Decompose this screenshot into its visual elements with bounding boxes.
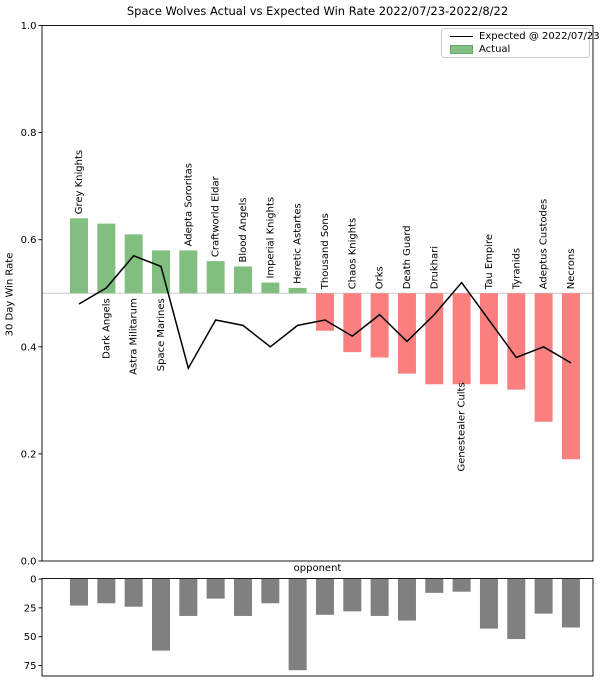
category-label-dark-angels: Dark Angels	[101, 298, 112, 359]
category-label-tyranids: Tyranids	[511, 248, 522, 290]
category-label-blood-angels: Blood Angels	[238, 197, 249, 262]
y-axis-label: 30 Day Win Rate	[4, 252, 16, 337]
category-label-thousand-sons: Thousand Sons	[320, 213, 331, 290]
games-bar-space-marines	[151, 579, 170, 651]
category-label-adepta-sororitas: Adepta Sororitas	[183, 163, 194, 246]
category-label-heretic-astartes: Heretic Astartes	[293, 203, 304, 284]
games-bar-astra-militarum	[124, 579, 143, 607]
main-axes-frame	[41, 25, 594, 562]
games-bar-adeptus-custodes	[534, 579, 553, 614]
actual-bar-tyranids	[507, 293, 526, 390]
category-label-craftworld-eldar: Craftworld Eldar	[211, 175, 222, 257]
games-bar-drukhari	[425, 579, 444, 593]
games-bar-tau-empire	[479, 579, 498, 629]
legend-item-expected: Expected @ 2022/07/23	[442, 30, 600, 43]
games-bar-thousand-sons	[315, 579, 334, 615]
category-label-genestealer-cults: Genestealer Cults	[457, 382, 468, 471]
actual-bar-imperial-knights	[261, 282, 280, 294]
expected-line	[78, 254, 572, 371]
actual-bar-space-marines	[151, 250, 170, 294]
games-bar-grey-knights	[70, 579, 88, 606]
actual-bar-craftworld-eldar	[206, 261, 225, 294]
games-bar-death-guard	[397, 579, 416, 621]
legend-label-actual: Actual	[479, 44, 511, 55]
actual-bar-adeptus-custodes	[534, 293, 553, 422]
actual-bar-adepta-sororitas	[179, 250, 198, 294]
actual-bar-tau-empire	[479, 293, 498, 385]
games-bar-orks	[370, 579, 389, 616]
actual-bar-orks	[370, 293, 389, 358]
actual-bar-astra-militarum	[124, 234, 143, 294]
games-bar-necrons	[561, 579, 580, 628]
category-label-chaos-knights: Chaos Knights	[347, 218, 358, 289]
actual-bar-genestealer-cults	[452, 293, 471, 385]
games-bar-chaos-knights	[343, 579, 362, 612]
actual-bar-drukhari	[425, 293, 444, 385]
legend: Expected @ 2022/07/23 Actual	[441, 28, 600, 58]
ytick-label-0.8: 0.8	[21, 128, 37, 139]
games-ytick-label-0: 0	[30, 575, 36, 586]
actual-bar-death-guard	[397, 293, 416, 374]
expected-line-swatch	[450, 36, 473, 37]
actual-bar-dark-angels	[97, 223, 116, 294]
category-label-necrons: Necrons	[566, 249, 577, 290]
games-ytick-label-25: 25	[24, 603, 37, 614]
ytick-label-0.6: 0.6	[21, 235, 37, 246]
actual-bar-heretic-astartes	[288, 287, 307, 294]
actual-patch-swatch	[450, 45, 473, 54]
category-label-death-guard: Death Guard	[402, 225, 413, 289]
games-bar-blood-angels	[233, 579, 252, 616]
category-label-tau-empire: Tau Empire	[484, 234, 495, 290]
category-label-astra-militarum: Astra Militarum	[129, 298, 140, 375]
actual-bar-chaos-knights	[343, 293, 362, 353]
ytick-label-1.0: 1.0	[21, 21, 37, 32]
category-label-grey-knights: Grey Knights	[74, 150, 85, 214]
category-label-space-marines: Space Marines	[156, 298, 167, 371]
games-bar-heretic-astartes	[288, 579, 307, 671]
legend-item-actual: Actual	[442, 43, 589, 56]
games-bar-genestealer-cults	[452, 579, 471, 592]
ytick-label-0.4: 0.4	[21, 342, 37, 353]
category-label-adeptus-custodes: Adeptus Custodes	[539, 199, 550, 289]
games-bar-tyranids	[507, 579, 526, 640]
x-axis-label: opponent	[293, 563, 342, 574]
games-bar-adepta-sororitas	[179, 579, 198, 616]
games-bar-dark-angels	[97, 579, 116, 604]
category-label-orks: Orks	[375, 266, 386, 289]
actual-bar-blood-angels	[233, 266, 252, 294]
games-ytick-label-50: 50	[24, 632, 37, 643]
actual-bar-necrons	[561, 293, 580, 460]
games-bar-craftworld-eldar	[206, 579, 225, 599]
games-ytick-label-75: 75	[24, 661, 37, 672]
games-axes-frame	[41, 578, 594, 677]
chart-title: Space Wolves Actual vs Expected Win Rate…	[126, 4, 509, 18]
actual-bar-grey-knights	[70, 218, 88, 294]
legend-label-expected: Expected @ 2022/07/23	[479, 31, 600, 42]
category-label-imperial-knights: Imperial Knights	[265, 197, 276, 279]
category-label-drukhari: Drukhari	[429, 246, 440, 289]
ytick-label-0.0: 0.0	[21, 557, 37, 568]
games-bar-imperial-knights	[261, 579, 280, 604]
ytick-label-0.2: 0.2	[21, 449, 37, 460]
actual-bar-thousand-sons	[315, 293, 334, 331]
